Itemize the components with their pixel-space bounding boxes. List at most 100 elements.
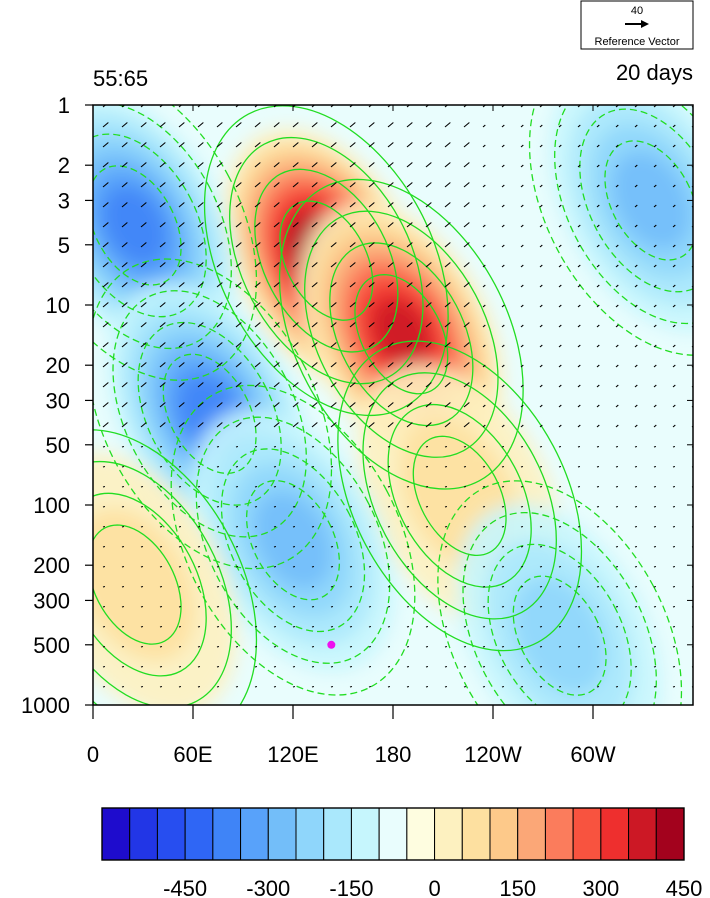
vector-arrow xyxy=(387,142,394,148)
vector-arrow xyxy=(387,545,391,548)
vector-arrow xyxy=(406,105,411,108)
vector-arrow xyxy=(197,382,204,388)
vector-arrow xyxy=(330,222,337,228)
vector-arrow xyxy=(197,282,204,288)
vector-arrow xyxy=(653,284,657,288)
vector-arrow xyxy=(159,525,163,528)
vector-arrow xyxy=(330,202,337,208)
vector-arrow xyxy=(444,342,451,348)
vector-arrow xyxy=(197,262,204,268)
vector-arrow xyxy=(425,262,432,268)
vector-arrow xyxy=(596,525,600,528)
vector-arrow xyxy=(102,242,109,248)
vector-arrow xyxy=(672,685,676,688)
vector-arrow xyxy=(368,685,372,688)
vector-arrow xyxy=(330,565,334,568)
contour-3-4 xyxy=(93,105,258,381)
vector-arrow xyxy=(501,605,505,608)
vector-arrow xyxy=(121,525,125,528)
vector-arrow xyxy=(539,384,543,388)
vector-arrow xyxy=(178,685,182,688)
vector-arrow xyxy=(444,645,448,648)
vector-arrow xyxy=(463,445,467,448)
vector-arrow xyxy=(273,665,277,668)
vector-arrow xyxy=(520,244,524,248)
vector-arrow xyxy=(634,244,638,248)
vector-arrow xyxy=(235,402,242,408)
vector-arrow xyxy=(501,424,505,428)
vector-arrow xyxy=(178,142,185,148)
vector-arrow xyxy=(577,505,581,508)
vector-arrow xyxy=(235,182,242,188)
vector-arrow xyxy=(159,645,163,648)
vector-arrow xyxy=(672,384,676,388)
vector-arrow xyxy=(558,224,562,228)
y-tick-label: 50 xyxy=(46,433,70,458)
vector-arrow xyxy=(672,605,676,608)
vector-arrow xyxy=(349,402,356,408)
vector-arrow xyxy=(672,404,676,408)
vector-arrow xyxy=(273,505,277,508)
colorbar-label: 450 xyxy=(666,876,703,898)
x-tick-label: 180 xyxy=(375,742,412,767)
contour-8-2 xyxy=(93,492,207,677)
vector-arrow xyxy=(159,222,166,228)
colorbar-label: 150 xyxy=(499,876,536,898)
vector-arrow xyxy=(140,262,147,268)
vector-arrow xyxy=(102,162,109,168)
vector-arrow xyxy=(140,685,144,688)
vector-arrow xyxy=(596,224,600,228)
vector-arrow xyxy=(254,445,258,448)
location-marker xyxy=(327,640,336,649)
vector-arrow xyxy=(349,625,353,628)
vector-arrow xyxy=(520,525,524,528)
vector-arrow xyxy=(254,202,261,208)
vector-arrow xyxy=(235,162,242,168)
vector-arrow xyxy=(387,222,394,228)
vector-arrow xyxy=(178,445,182,448)
vector-arrow xyxy=(672,565,676,568)
vector-arrow xyxy=(273,182,280,188)
vector-arrow xyxy=(159,382,166,388)
vector-arrow xyxy=(653,445,657,448)
vector-arrow xyxy=(577,324,581,328)
vector-arrow xyxy=(577,485,581,488)
vector-arrow xyxy=(330,685,334,688)
vector-arrow xyxy=(425,685,429,688)
vector-arrow xyxy=(615,445,619,448)
vector-arrow xyxy=(577,284,581,288)
vector-arrow xyxy=(292,605,296,608)
vector-arrow xyxy=(634,605,638,608)
vector-arrow xyxy=(292,465,296,468)
vector-arrow xyxy=(463,665,467,668)
vector-arrow xyxy=(387,465,391,468)
vector-arrow xyxy=(330,362,337,368)
contour-3-3 xyxy=(93,105,232,350)
vector-arrow xyxy=(254,362,261,368)
vector-arrow xyxy=(596,625,600,628)
vector-arrow xyxy=(672,424,676,428)
vector-arrow xyxy=(368,625,372,628)
vector-arrow xyxy=(615,124,619,128)
vector-arrow xyxy=(406,685,410,688)
contour-5-2 xyxy=(220,448,366,633)
vector-arrow xyxy=(178,302,185,308)
contour-6-3 xyxy=(554,105,693,325)
vector-arrow xyxy=(368,262,375,268)
vector-arrow xyxy=(596,565,600,568)
vector-arrow xyxy=(102,605,106,608)
vector-arrow xyxy=(121,105,126,108)
vector-arrow xyxy=(159,422,166,428)
vector-arrow xyxy=(482,665,486,668)
vector-arrow xyxy=(273,322,280,328)
vector-arrow xyxy=(349,645,353,648)
vector-arrow xyxy=(292,382,299,388)
vector-arrow xyxy=(482,344,486,348)
vector-arrow xyxy=(634,164,638,168)
vector-arrow xyxy=(501,224,505,228)
vector-arrow xyxy=(330,505,334,508)
vector-arrow xyxy=(463,105,468,108)
vector-arrow xyxy=(463,242,470,248)
vector-arrow xyxy=(539,685,543,688)
